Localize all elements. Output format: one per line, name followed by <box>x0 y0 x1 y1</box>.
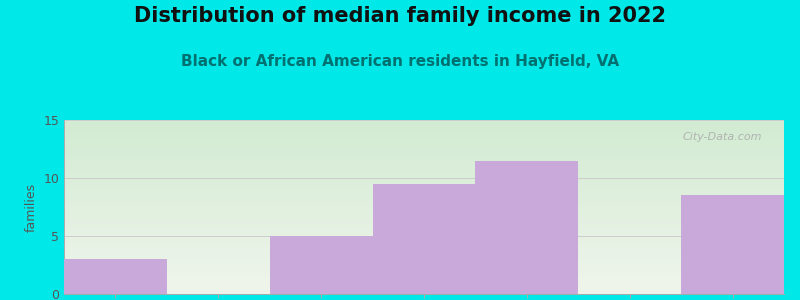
Y-axis label: families: families <box>25 182 38 232</box>
Text: City-Data.com: City-Data.com <box>683 132 762 142</box>
Bar <box>373 184 475 294</box>
Bar <box>681 195 784 294</box>
Text: Black or African American residents in Hayfield, VA: Black or African American residents in H… <box>181 54 619 69</box>
Text: Distribution of median family income in 2022: Distribution of median family income in … <box>134 6 666 26</box>
Bar <box>475 160 578 294</box>
Bar <box>64 259 167 294</box>
Bar <box>270 236 373 294</box>
